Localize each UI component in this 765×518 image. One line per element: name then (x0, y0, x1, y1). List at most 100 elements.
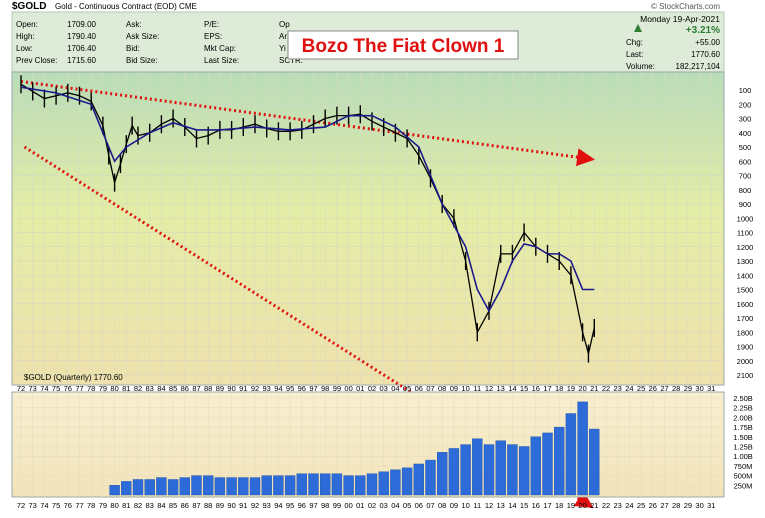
x-tick-label: 28 (672, 384, 680, 393)
quote-fields-truncated: Op Ar Yi SCTR: (279, 20, 303, 65)
x-tick-label: 83 (146, 501, 154, 510)
quote-field-label: EPS: (204, 32, 222, 41)
x-tick-label: 17 (543, 501, 551, 510)
x-tick-label: 15 (520, 384, 528, 393)
x-tick-label: 14 (508, 501, 516, 510)
volume-bar (554, 426, 565, 496)
volume-bar (179, 477, 191, 496)
x-tick-label: 79 (99, 501, 107, 510)
volume-bar (156, 477, 167, 496)
x-tick-label: 07 (426, 384, 434, 393)
x-tick-label: 90 (227, 501, 235, 510)
x-tick-label: 21 (590, 501, 598, 510)
x-tick-label: 84 (157, 501, 165, 510)
x-tick-label: 79 (99, 384, 107, 393)
volume-bar (413, 463, 424, 496)
price-tick-label: 2100 (737, 371, 754, 380)
x-tick-label: 26 (649, 384, 657, 393)
quote-field-value: 1706.40 (67, 44, 96, 53)
price-tick-label: 300 (739, 115, 752, 124)
volume-tick-label: 2.00B (733, 413, 753, 422)
x-tick-label: 85 (169, 501, 177, 510)
quote-field-value: 182,217,104 (676, 62, 721, 71)
x-tick-label: 30 (695, 501, 703, 510)
x-tick-label: 73 (29, 384, 37, 393)
price-tick-label: 1500 (737, 286, 754, 295)
x-tick-label: 94 (274, 501, 282, 510)
x-tick-label: 12 (485, 384, 493, 393)
volume-bar (296, 473, 307, 496)
volume-bar (495, 440, 506, 496)
x-tick-label: 02 (368, 501, 376, 510)
volume-bar (202, 475, 214, 496)
volume-bar (518, 446, 530, 496)
x-tick-label: 20 (578, 501, 586, 510)
x-tick-label: 89 (216, 384, 224, 393)
x-tick-label: 11 (473, 384, 481, 393)
quote-field-label: Last Size: (204, 56, 239, 65)
x-tick-label: 89 (216, 501, 224, 510)
price-line (20, 83, 595, 354)
quote-field-label: Ask Size: (126, 32, 159, 41)
price-tick-label: 100 (739, 86, 752, 95)
x-tick-label: 96 (298, 384, 306, 393)
x-tick-label: 10 (461, 501, 469, 510)
x-tick-label: 28 (672, 501, 680, 510)
x-tick-label: 77 (75, 501, 83, 510)
volume-bar (191, 475, 202, 496)
volume-tick-label: 1.50B (733, 433, 753, 442)
x-tick-label: 09 (450, 384, 458, 393)
x-tick-label: 31 (707, 384, 715, 393)
x-tick-label: 88 (204, 501, 212, 510)
volume-bar (273, 475, 284, 496)
price-tick-label: 1600 (737, 300, 754, 309)
price-gridlines (12, 72, 724, 385)
volume-bar (378, 471, 389, 496)
x-tick-label: 30 (695, 384, 703, 393)
x-tick-label: 93 (263, 384, 271, 393)
x-tick-label: 97 (309, 384, 317, 393)
x-tick-label: 31 (707, 501, 715, 510)
volume-bar (249, 477, 261, 496)
x-tick-label: 92 (251, 501, 259, 510)
x-tick-label: 14 (508, 384, 516, 393)
volume-bar (483, 444, 495, 496)
price-tick-label: 700 (739, 172, 752, 181)
x-tick-label: 19 (567, 501, 575, 510)
x-axis-middle: 72 73 74 75 76 77 78 79 80 81 82 83 84 85 86 87 88 89 90 91… (17, 384, 716, 393)
price-tick-label: 1900 (737, 343, 754, 352)
x-tick-label: 75 (52, 384, 60, 393)
x-tick-label: 25 (637, 501, 645, 510)
x-tick-label: 74 (40, 501, 48, 510)
moving-average-line (20, 86, 595, 313)
quote-field-label: Low: (16, 44, 33, 53)
quote-field-label: High: (16, 32, 35, 41)
x-tick-label: 82 (134, 384, 142, 393)
quote-fields-summary: Chg: +55.00 Last: 1770.60 Volume: 182,217,104 (626, 38, 721, 71)
x-tick-label: 27 (660, 501, 668, 510)
x-tick-label: 87 (192, 384, 200, 393)
x-tick-label: 24 (625, 501, 633, 510)
volume-bar (437, 452, 448, 496)
volume-tick-label: 2.50B (733, 394, 753, 403)
x-tick-label: 91 (239, 384, 247, 393)
quote-field-value: 1770.60 (691, 50, 720, 59)
x-tick-label: 92 (251, 384, 259, 393)
quote-field-value: 1709.00 (67, 20, 96, 29)
x-tick-label: 04 (391, 384, 399, 393)
x-tick-label: 93 (263, 501, 271, 510)
x-tick-label: 03 (380, 501, 388, 510)
x-tick-label: 81 (122, 501, 130, 510)
x-tick-label: 96 (298, 501, 306, 510)
x-tick-label: 19 (567, 384, 575, 393)
volume-tick-label: 1.00B (733, 452, 753, 461)
x-tick-label: 06 (415, 501, 423, 510)
x-tick-label: 00 (344, 501, 352, 510)
x-tick-label: 01 (356, 384, 364, 393)
x-tick-label: 95 (286, 501, 294, 510)
price-tick-label: 1000 (737, 214, 754, 223)
x-tick-label: 06 (415, 384, 423, 393)
x-tick-label: 13 (497, 384, 505, 393)
